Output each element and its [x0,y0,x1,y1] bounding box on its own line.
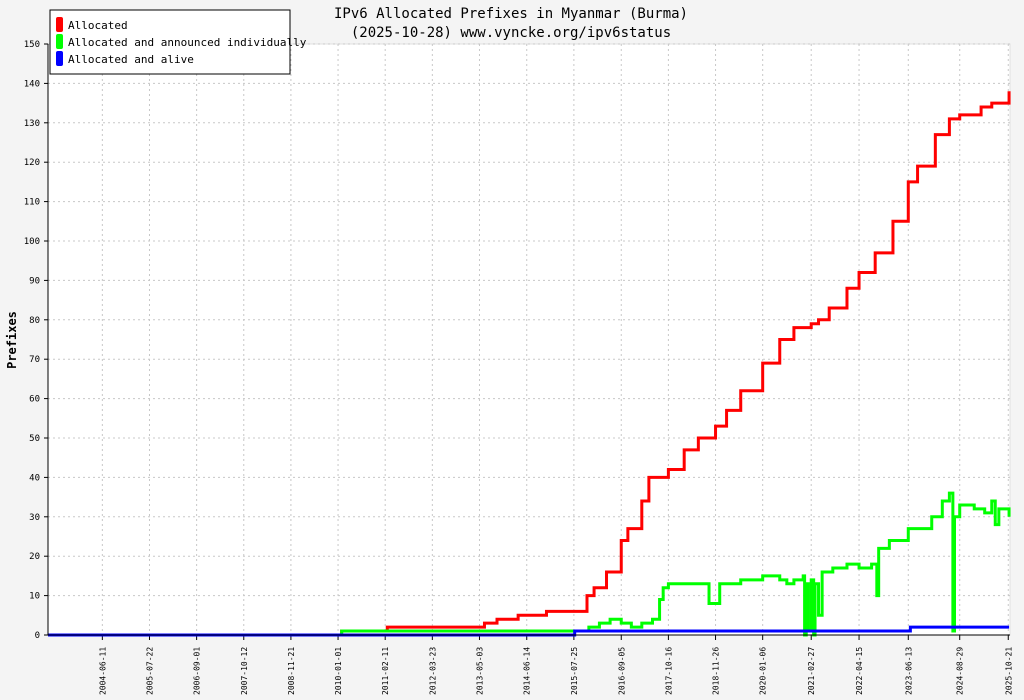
x-tick-label: 2015-07-25 [570,647,579,695]
x-tick-label: 2023-06-13 [904,647,913,695]
y-tick-label: 150 [24,40,40,50]
x-tick-label: 2012-03-23 [428,647,437,695]
x-tick-label: 2025-10-21 [1004,647,1013,695]
legend-swatch-alive [56,51,63,66]
y-tick-label: 10 [29,592,40,602]
x-tick-label: 2024-08-29 [956,647,965,695]
legend-swatch-allocated [56,17,63,32]
plot-area [47,43,1011,636]
y-tick-label: 100 [24,237,40,247]
series-line-0 [48,91,1011,637]
x-tick-label: 2005-07-22 [145,647,154,695]
legend-label-announced: Allocated and announced individually [68,36,307,49]
x-tick-label: 2022-04-15 [855,647,864,695]
y-tick-label: 140 [24,79,40,89]
legend-label-alive: Allocated and alive [68,53,194,66]
x-tick-label: 2007-10-12 [240,647,249,695]
x-tick-label: 2018-11-26 [712,647,721,695]
y-tick-label: 90 [29,276,40,286]
legend-swatch-announced [56,34,63,49]
x-tick-label: 2016-09-05 [617,647,626,695]
x-tick-label: 2013-05-03 [475,647,484,695]
y-tick-label: 30 [29,513,40,523]
y-tick-label: 60 [29,395,40,405]
chart-title: IPv6 Allocated Prefixes in Myanmar (Burm… [334,6,688,22]
y-tick-label: 70 [29,355,40,365]
y-axis-label: Prefixes [5,311,19,369]
y-tick-labels: 0 10 20 30 40 50 60 70 80 90 100 110 120 130 140 150 [24,40,40,641]
x-tick-label: 2017-10-16 [664,647,673,695]
legend-label-allocated: Allocated [68,19,128,32]
legend: Allocated Allocated and announced indivi… [49,9,307,75]
y-tick-label: 110 [24,198,40,208]
x-tick-labels: 2004-06-11 2005-07-22 2006-09-01 2007-10-12… [98,647,1013,695]
chart-subtitle: (2025-10-28) www.vyncke.org/ipv6status [351,25,671,41]
y-tick-label: 50 [29,434,40,444]
y-tick-label: 120 [24,158,40,168]
x-tick-label: 2014-06-14 [523,647,532,695]
x-tick-label: 2020-01-06 [759,647,768,695]
y-tick-label: 0 [35,631,40,641]
series-line-1 [48,491,1011,637]
y-tick-label: 130 [24,119,40,129]
grid [44,43,1010,640]
legend-box [49,9,291,75]
y-tick-label: 20 [29,552,40,562]
x-tick-label: 2011-02-11 [381,647,390,695]
y-tick-label: 80 [29,316,40,326]
x-tick-label: 2006-09-01 [193,647,202,695]
x-tick-label: 2004-06-11 [98,647,107,695]
x-tick-label: 2010-01-01 [334,647,343,695]
y-tick-label: 40 [29,473,40,483]
x-tick-label: 2021-02-27 [807,647,816,695]
x-tick-label: 2008-11-21 [287,647,296,695]
